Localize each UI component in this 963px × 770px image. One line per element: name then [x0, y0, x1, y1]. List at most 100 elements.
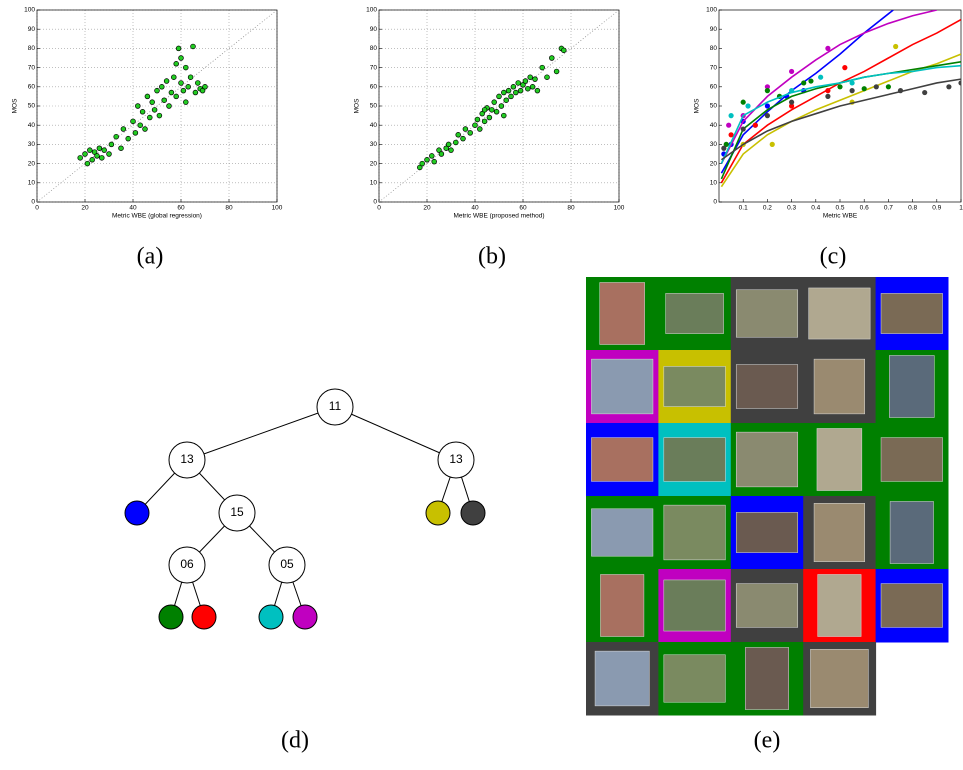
point	[561, 48, 566, 53]
photo	[664, 438, 726, 482]
point	[874, 84, 879, 89]
point	[203, 84, 208, 89]
point	[145, 94, 150, 99]
y-tick-label: 40	[710, 122, 718, 129]
x-tick-label: 0.4	[811, 205, 820, 212]
point	[152, 107, 157, 112]
point	[131, 119, 136, 124]
x-tick-label: 0.7	[884, 205, 893, 212]
photo	[664, 366, 726, 406]
point	[741, 126, 746, 131]
point	[109, 142, 114, 147]
point	[164, 79, 169, 84]
photo	[736, 290, 798, 337]
y-tick-label: 40	[370, 122, 378, 129]
photo	[817, 428, 862, 490]
tree-leaf	[426, 501, 450, 525]
x-tick-label: 0.1	[739, 205, 748, 212]
point	[958, 80, 963, 85]
point	[499, 104, 504, 109]
point	[518, 88, 523, 93]
point	[482, 119, 487, 124]
point	[446, 142, 451, 147]
tree-edge	[187, 407, 335, 460]
point	[726, 123, 731, 128]
point	[789, 69, 794, 74]
y-tick-label: 10	[28, 180, 36, 187]
y-tick-label: 30	[710, 141, 718, 148]
point	[494, 109, 499, 114]
point	[162, 98, 167, 103]
photo	[881, 584, 943, 628]
x-tick-label: 20	[81, 205, 89, 212]
x-tick-label: 80	[567, 205, 575, 212]
tree-leaf	[259, 605, 283, 629]
photo	[889, 355, 934, 417]
photo	[600, 574, 643, 636]
point	[489, 107, 494, 112]
y-tick-label: 30	[28, 141, 36, 148]
point	[174, 61, 179, 66]
x-tick-label: 0.6	[860, 205, 869, 212]
photo	[818, 574, 861, 636]
point	[179, 56, 184, 61]
point	[193, 90, 198, 95]
point	[765, 113, 770, 118]
node-label: 13	[449, 452, 463, 466]
point	[97, 146, 102, 151]
point	[429, 154, 434, 159]
point	[530, 84, 535, 89]
point	[741, 100, 746, 105]
point	[516, 81, 521, 86]
point	[425, 157, 430, 162]
caption: (e)	[754, 728, 781, 754]
point	[721, 146, 726, 151]
fit-curve	[721, 66, 961, 164]
point	[183, 65, 188, 70]
point	[922, 90, 927, 95]
point	[174, 94, 179, 99]
photo	[736, 365, 798, 409]
y-tick-label: 0	[713, 199, 717, 206]
photo	[600, 282, 645, 344]
point	[475, 117, 480, 122]
point	[135, 104, 140, 109]
fit-curve	[721, 10, 936, 164]
photo	[595, 651, 649, 706]
x-tick-label: 20	[423, 205, 431, 212]
x-tick-label: 100	[272, 205, 283, 212]
x-tick-label: 0.3	[787, 205, 796, 212]
x-tick-label: 40	[471, 205, 479, 212]
y-axis-label: MOS	[694, 98, 701, 113]
x-tick-label: 0.2	[763, 205, 772, 212]
point	[729, 113, 734, 118]
y-tick-label: 50	[28, 103, 36, 110]
photo	[591, 438, 653, 482]
y-tick-label: 70	[28, 64, 36, 71]
photo	[591, 509, 653, 556]
y-tick-label: 0	[31, 199, 35, 206]
point	[506, 88, 511, 93]
point	[482, 107, 487, 112]
tree-leaf	[159, 605, 183, 629]
tree-edge	[335, 407, 456, 460]
y-axis-label: MOS	[12, 98, 19, 113]
point	[456, 132, 461, 137]
point	[535, 88, 540, 93]
point	[789, 88, 794, 93]
point	[150, 100, 155, 105]
node-label: 11	[329, 399, 342, 413]
point	[511, 84, 516, 89]
x-tick-label: 0	[35, 205, 39, 212]
point	[825, 88, 830, 93]
x-tick-label: 60	[177, 205, 185, 212]
y-tick-label: 90	[370, 26, 378, 33]
point	[808, 78, 813, 83]
point	[886, 84, 891, 89]
point	[818, 75, 823, 80]
point	[179, 81, 184, 86]
point	[765, 103, 770, 108]
photo	[814, 503, 865, 561]
point	[477, 127, 482, 132]
point	[549, 56, 554, 61]
